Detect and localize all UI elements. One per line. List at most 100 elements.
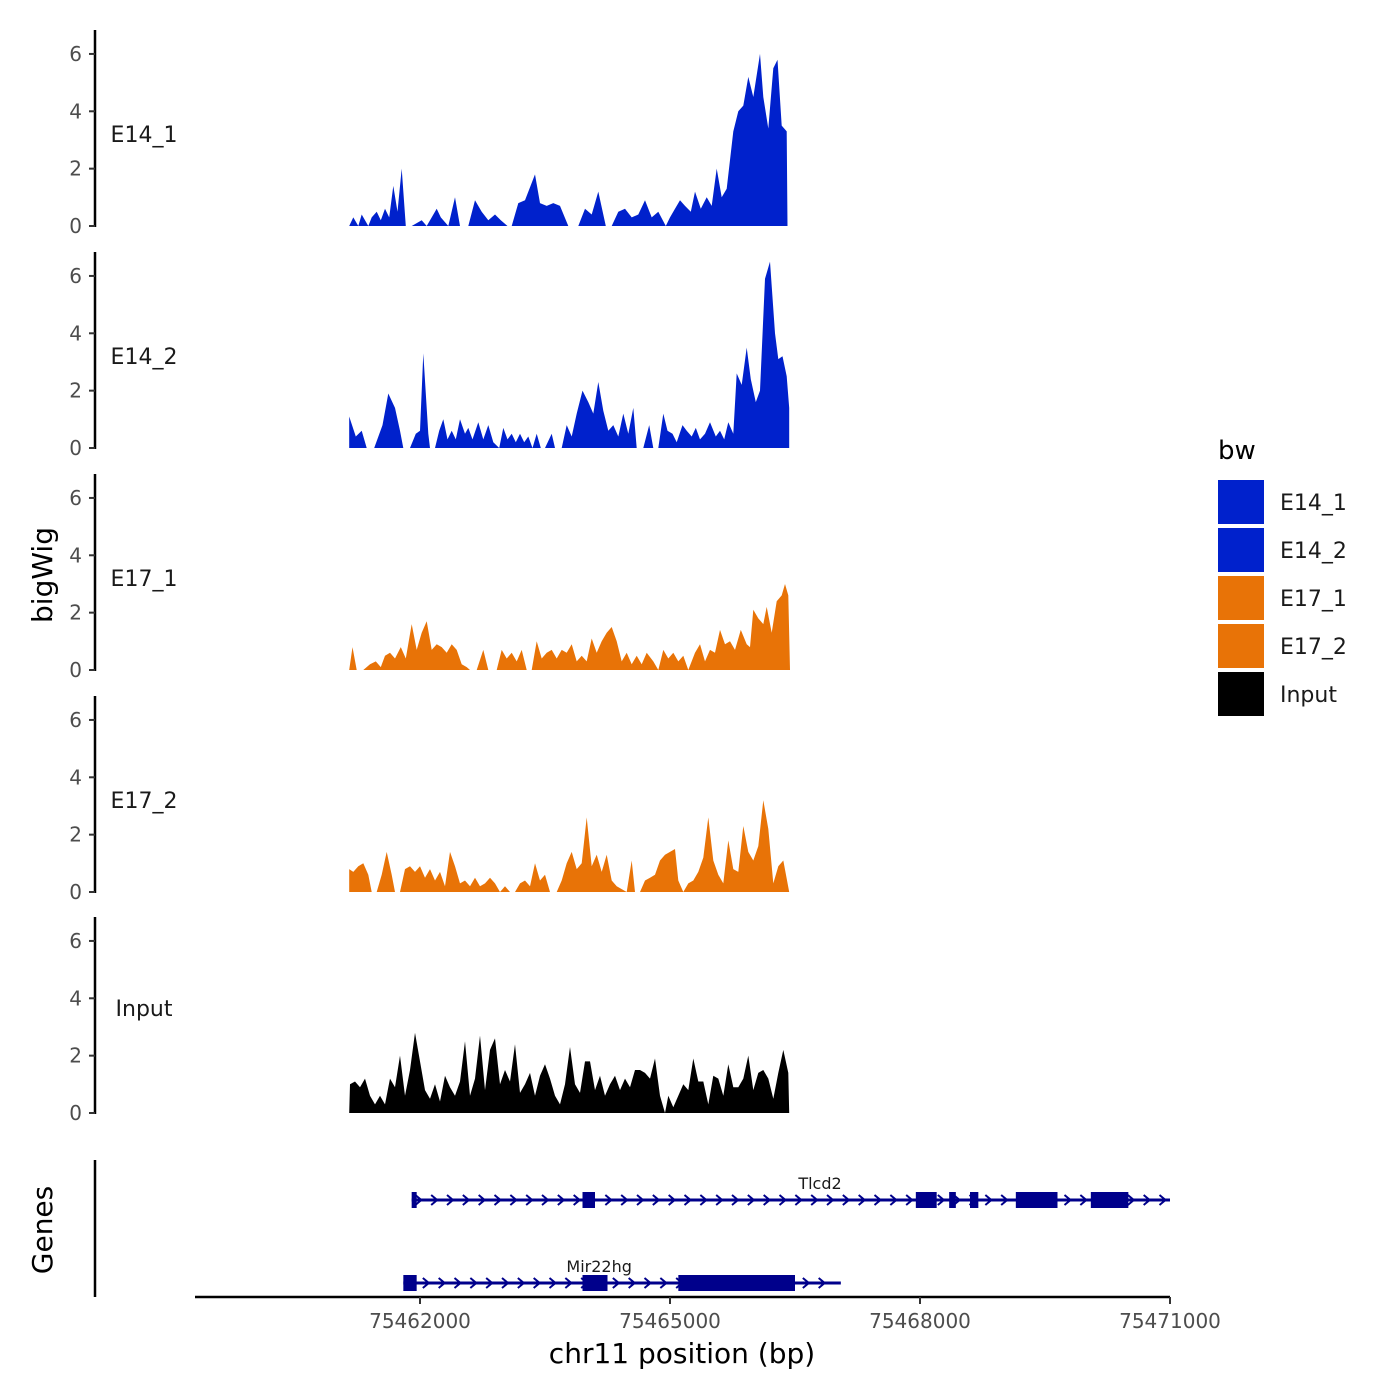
- strand-arrow: [501, 1277, 510, 1289]
- signal-area: [349, 584, 790, 670]
- legend-swatch: [1218, 528, 1264, 572]
- strand-arrow: [873, 1194, 883, 1206]
- strand-arrow: [1000, 1194, 1009, 1206]
- gene-label: Tlcd2: [797, 1174, 841, 1193]
- strand-arrow: [1079, 1194, 1088, 1206]
- y-tick-label: 0: [69, 880, 82, 904]
- y-tick-label: 4: [69, 765, 82, 789]
- exon: [949, 1192, 956, 1208]
- exon: [1015, 1192, 1058, 1208]
- strand-arrow: [414, 1194, 423, 1206]
- signal-area: [349, 800, 790, 892]
- y-tick-label: 6: [69, 708, 82, 732]
- y-tick-label: 6: [69, 42, 82, 66]
- y-tick-label: 4: [69, 543, 82, 567]
- strand-arrow: [573, 1194, 582, 1206]
- strand-arrow: [636, 1194, 645, 1206]
- exon: [915, 1192, 937, 1208]
- strand-arrow: [509, 1194, 518, 1206]
- strand-arrow: [747, 1194, 756, 1206]
- gene-tlcd2: Tlcd2: [411, 1174, 1170, 1208]
- legend: bw E14_1 E14_2 E17_1 E17_2 Input: [1218, 436, 1347, 716]
- strand-arrow: [469, 1277, 478, 1289]
- x-axis: 75462000 75465000 75468000 75471000: [195, 1295, 1221, 1333]
- x-tick-label: 75465000: [619, 1309, 721, 1333]
- track-e14-2: 0 2 4 6 E14_2: [69, 252, 790, 460]
- exon: [582, 1275, 608, 1291]
- strand-arrow: [1127, 1194, 1136, 1206]
- legend-swatch: [1218, 624, 1264, 668]
- strand-arrow: [715, 1194, 724, 1206]
- track-input: 0 2 4 6 Input: [69, 917, 790, 1125]
- y-tick-label: 2: [69, 379, 82, 403]
- strand-arrow: [778, 1194, 788, 1206]
- y-tick-label: 0: [69, 436, 82, 460]
- y-tick-label: 6: [69, 929, 82, 953]
- strand-arrow: [485, 1277, 494, 1289]
- strand-arrow: [557, 1194, 566, 1206]
- strand-arrow: [493, 1194, 503, 1206]
- y-tick-label: 4: [69, 986, 82, 1010]
- strand-arrow: [541, 1194, 550, 1206]
- strand-arrow: [446, 1194, 455, 1206]
- signal-area: [349, 53, 788, 227]
- strand-arrow: [937, 1194, 946, 1206]
- signal-area: [349, 1032, 790, 1113]
- strand-arrow: [889, 1194, 898, 1206]
- strand-arrow: [984, 1194, 993, 1206]
- strand-arrow: [1063, 1194, 1073, 1206]
- strand-arrow: [905, 1194, 914, 1206]
- strand-arrow: [604, 1194, 613, 1206]
- strand-arrow: [564, 1277, 573, 1289]
- legend-title: bw: [1218, 436, 1256, 466]
- strand-arrow: [533, 1277, 542, 1289]
- strand-arrow: [517, 1277, 526, 1289]
- strand-arrow: [802, 1277, 811, 1289]
- gene-label: Mir22hg: [566, 1257, 631, 1276]
- strand-arrow: [430, 1194, 439, 1206]
- legend-swatch: [1218, 480, 1264, 524]
- y-tick-label: 2: [69, 157, 82, 181]
- exon: [970, 1192, 979, 1208]
- exon: [582, 1192, 595, 1208]
- strand-arrow: [1158, 1194, 1168, 1206]
- strand-arrow: [659, 1277, 668, 1289]
- legend-label: E14_1: [1280, 491, 1347, 516]
- strand-arrow: [858, 1194, 867, 1206]
- y-axis-title: bigWig: [26, 527, 59, 623]
- track-label: E14_2: [111, 345, 178, 370]
- x-tick-label: 75468000: [869, 1309, 971, 1333]
- strand-arrow: [478, 1194, 487, 1206]
- legend-label: E17_2: [1280, 635, 1347, 660]
- strand-arrow: [462, 1194, 471, 1206]
- y-tick-label: 2: [69, 601, 82, 625]
- y-tick-label: 0: [69, 1101, 82, 1125]
- legend-swatch: [1218, 576, 1264, 620]
- strand-arrow: [794, 1194, 803, 1206]
- strand-arrow: [643, 1277, 653, 1289]
- strand-arrow: [548, 1277, 558, 1289]
- strand-arrow: [438, 1277, 447, 1289]
- track-label: E14_1: [111, 123, 178, 148]
- legend-swatch: [1218, 672, 1264, 716]
- legend-label: Input: [1280, 683, 1337, 708]
- track-e14-1: 0 2 4 6 E14_1: [69, 30, 788, 238]
- strand-arrow: [620, 1194, 629, 1206]
- strand-arrow: [628, 1277, 637, 1289]
- track-e17-1: 0 2 4 6 E17_1: [69, 474, 790, 682]
- y-tick-label: 6: [69, 486, 82, 510]
- legend-label: E17_1: [1280, 587, 1347, 612]
- y-tick-label: 0: [69, 214, 82, 238]
- track-e17-2: 0 2 4 6 E17_2: [69, 696, 790, 904]
- strand-arrow: [818, 1277, 827, 1289]
- track-label: E17_2: [111, 789, 178, 814]
- strand-arrow: [842, 1194, 851, 1206]
- strand-arrow: [525, 1194, 534, 1206]
- strand-arrow: [763, 1194, 772, 1206]
- gene-track: Tlcd2 Mir22hg: [93, 1160, 1170, 1297]
- track-label: E17_1: [111, 567, 178, 592]
- strand-arrow: [810, 1194, 819, 1206]
- strand-arrow: [1143, 1194, 1152, 1206]
- y-tick-label: 4: [69, 321, 82, 345]
- gene-mir22hg: Mir22hg: [403, 1257, 841, 1291]
